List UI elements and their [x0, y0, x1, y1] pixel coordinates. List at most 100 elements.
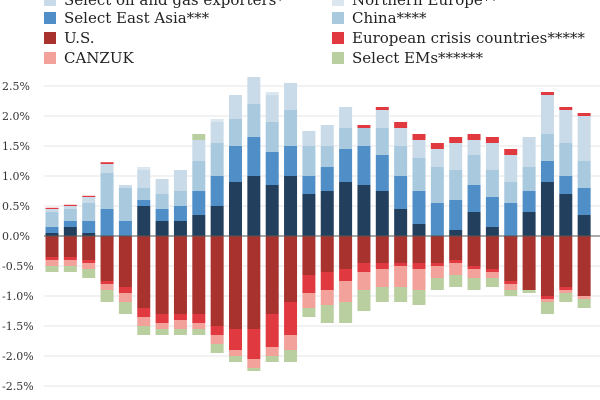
bar-segment: [394, 128, 408, 146]
bar-segment: [118, 293, 132, 302]
bar-segment: [485, 143, 499, 170]
bar-segment: [210, 344, 224, 353]
bar-segment: [467, 155, 481, 185]
bar-segment: [504, 203, 518, 236]
bar-segment: [559, 176, 573, 194]
bar-segment: [412, 269, 426, 290]
bar-segment: [467, 269, 481, 278]
legend-label-canzuk: CANZUK: [64, 49, 134, 67]
bar-segment: [45, 212, 59, 227]
bar-segment: [284, 110, 298, 146]
bar-segment: [82, 195, 96, 197]
bar-segment: [357, 263, 371, 272]
bar-segment: [63, 266, 77, 272]
bar-segment: [229, 350, 242, 356]
legend-swatch-crisis: [332, 32, 344, 44]
y-tick-label: 2.0%: [2, 110, 30, 123]
bar-segment: [540, 95, 554, 134]
bar-segment: [394, 122, 408, 128]
bar-segment: [265, 185, 279, 236]
bar-segment: [63, 227, 77, 236]
bar-segment: [339, 149, 353, 182]
bar-segment: [173, 191, 187, 206]
bar-segment: [82, 233, 96, 236]
bar-segment: [45, 233, 59, 236]
bar-segment: [192, 323, 206, 329]
bar-segment: [265, 314, 279, 347]
bar-segment: [82, 236, 96, 260]
bar-segment: [284, 83, 298, 110]
bar-segment: [173, 236, 187, 314]
bar-segment: [412, 134, 426, 140]
bar-segment: [504, 284, 518, 290]
bar-segment: [100, 290, 114, 302]
bar-segment: [118, 185, 132, 188]
bar-segment: [577, 113, 591, 116]
legend-item-canzuk: CANZUK: [44, 49, 134, 67]
bar-segment: [302, 236, 316, 275]
bar-segment: [210, 176, 224, 206]
legend-swatch-ems: [332, 52, 344, 64]
bar-segment: [357, 125, 371, 128]
bar-segment: [577, 236, 591, 296]
bar-segment: [45, 227, 59, 233]
bar-segment: [247, 77, 261, 104]
bar-segment: [485, 197, 499, 227]
bar-segment: [284, 335, 298, 350]
bar-segment: [247, 236, 261, 329]
bar-segment: [522, 191, 536, 212]
legend-item-oil: Select oil and gas exporters*: [44, 0, 284, 9]
bar-segment: [100, 209, 114, 236]
bar-segment: [394, 266, 408, 287]
bar-segment: [82, 263, 96, 269]
bar-segment: [82, 269, 96, 278]
bar-segment: [118, 287, 132, 293]
legend-swatch-northern: [332, 0, 344, 6]
bar-segment: [559, 194, 573, 236]
bar-segment: [247, 137, 261, 176]
bar-segment: [155, 194, 169, 209]
bar-segment: [229, 182, 242, 236]
bar-segment: [412, 263, 426, 269]
bar-segment: [467, 140, 481, 155]
legend-item-northern: Northern Europe**: [332, 0, 498, 9]
bar-segment: [192, 161, 206, 191]
bar-segment: [284, 236, 298, 302]
bar-segment: [247, 176, 261, 236]
bar-segment: [449, 260, 463, 263]
bar-segment: [192, 215, 206, 236]
bar-segment: [63, 221, 77, 227]
bar-segment: [485, 227, 499, 236]
bar-segment: [265, 122, 279, 152]
bar-segment: [375, 110, 389, 128]
bar-segment: [229, 95, 242, 119]
bar-segment: [320, 167, 334, 191]
bar-segment: [485, 269, 499, 272]
bar-segment: [247, 359, 261, 368]
bar-segment: [357, 128, 371, 146]
bar-segment: [339, 281, 353, 302]
bar-segment: [320, 290, 334, 305]
bar-segment: [229, 119, 242, 146]
bar-segment: [412, 158, 426, 191]
bar-segment: [155, 236, 169, 314]
bar-segment: [284, 302, 298, 335]
bar-segment: [375, 287, 389, 302]
bar-segment: [412, 191, 426, 224]
bar-segment: [63, 236, 77, 257]
bar-segment: [265, 236, 279, 314]
bar-segment: [137, 206, 151, 236]
bar-segment: [82, 197, 96, 203]
legend-label-northern: Northern Europe**: [352, 0, 498, 9]
bar-segment: [284, 146, 298, 176]
bar-segment: [339, 128, 353, 149]
bar-segment: [210, 206, 224, 236]
bar-segment: [45, 209, 59, 212]
bar-segment: [210, 122, 224, 143]
bar-segment: [302, 131, 316, 146]
bar-segment: [137, 188, 151, 200]
bar-segment: [394, 176, 408, 209]
bar-segment: [540, 134, 554, 161]
bar-segment: [430, 266, 444, 278]
bar-segment: [504, 281, 518, 284]
